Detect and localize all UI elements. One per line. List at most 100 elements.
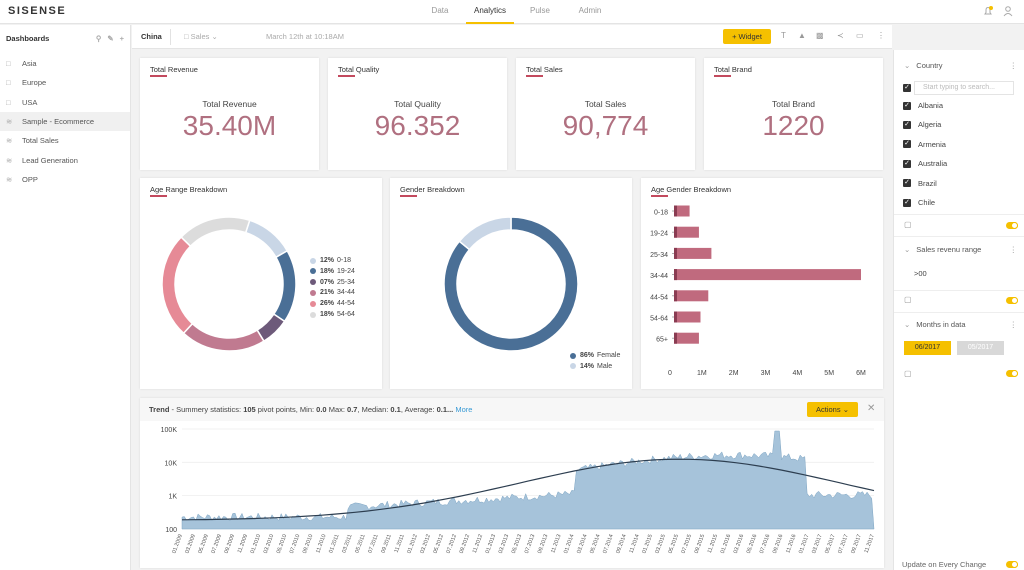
search-icon[interactable]: ⚲	[95, 33, 102, 43]
sidebar-item-opp[interactable]: ≋ OPP	[0, 170, 130, 189]
bar-19-24[interactable]	[674, 226, 699, 238]
country-checkbox-australia[interactable]: ✓ Australia	[903, 154, 1023, 173]
more-icon[interactable]: ⋮	[877, 31, 885, 40]
filter-sales-range-header[interactable]: ⌄ Sales revenu range ⋮	[894, 238, 1024, 260]
age-range-widget[interactable]: Age Range Breakdown 12% 0-18 18% 19-24 07% 25…	[140, 178, 382, 389]
nav-tab-admin[interactable]: Admin	[578, 6, 602, 15]
kpi-card-total-sales[interactable]: Total Sales Total Sales 90,774	[516, 58, 695, 170]
update-on-change-toggle[interactable]	[1006, 561, 1018, 568]
sidebar-item-asia[interactable]: □ Asia	[0, 54, 130, 73]
country-checkbox-albania[interactable]: ✓ Albania	[903, 96, 1023, 115]
filter-country-header[interactable]: ⌄ Country ⋮	[894, 54, 1024, 76]
bar-male-segment[interactable]	[674, 269, 677, 281]
donut-slice-54-64[interactable]	[180, 216, 251, 248]
trend-line[interactable]	[181, 458, 875, 521]
monitor-icon[interactable]: ▭	[856, 31, 864, 40]
bar-male-segment[interactable]	[674, 311, 677, 323]
select-all-checkbox[interactable]: ✓	[903, 78, 1023, 97]
legend-item[interactable]: 21% 34-44	[310, 289, 355, 296]
donut-slice-Male[interactable]	[458, 216, 512, 251]
kpi-card-total-revenue[interactable]: Total Revenue Total Revenue 35.40M	[140, 58, 319, 170]
bar-65+[interactable]	[674, 332, 699, 344]
chevron-down-icon: ⌄	[842, 405, 849, 414]
edit-icon[interactable]: ✎	[107, 33, 114, 43]
filters-panel: ⌄ Country ⋮ ✓ Start typing to search... ✓ A…	[893, 50, 1024, 570]
share-icon[interactable]: ≺	[837, 31, 844, 40]
bell-icon[interactable]	[982, 5, 994, 17]
donut-slice-Female[interactable]	[443, 216, 579, 352]
legend-item[interactable]: 86% Female	[570, 352, 620, 359]
bar-0-18[interactable]	[674, 205, 690, 217]
bar-44-54[interactable]	[674, 290, 709, 302]
gender-widget[interactable]: Gender Breakdown 86% Female 14% Male	[390, 178, 632, 389]
sales-range-value[interactable]: >00⇕	[914, 264, 1024, 283]
donut-slice-19-24[interactable]	[272, 249, 297, 323]
country-checkbox-algeria[interactable]: ✓ Algeria	[903, 115, 1023, 134]
trash-icon[interactable]: ▢	[904, 369, 912, 378]
month-to-button[interactable]: 05/2017	[957, 341, 1004, 355]
sales-filter-toggle[interactable]	[1006, 297, 1018, 304]
month-from-button[interactable]: 06/2017	[904, 341, 951, 355]
close-icon[interactable]: ✕	[867, 403, 876, 414]
x-tick-label: 11.2017	[864, 534, 876, 554]
sidebar-item-total-sales[interactable]: ≋ Total Sales	[0, 131, 130, 150]
country-checkbox-armenia[interactable]: ✓ Armenia	[903, 135, 1023, 154]
bar-male-segment[interactable]	[674, 332, 677, 344]
sidebar-item-europe[interactable]: □ Europe	[0, 73, 130, 92]
legend-item[interactable]: 26% 44-54	[310, 300, 355, 307]
sisense-logo[interactable]: SISENSE	[8, 5, 67, 17]
legend-dot	[310, 311, 316, 318]
more-icon[interactable]: ⋮	[1009, 60, 1018, 70]
x-tick-label: 01.2017	[798, 534, 810, 555]
bar-male-segment[interactable]	[674, 205, 677, 217]
add-widget-button[interactable]: + Widget	[723, 29, 771, 44]
country-filter-toggle[interactable]	[1006, 222, 1018, 229]
donut-slice-44-54[interactable]	[161, 236, 194, 335]
kpi-card-total-brand[interactable]: Total Brand Total Brand 1220	[704, 58, 883, 170]
bar-male-segment[interactable]	[674, 226, 677, 238]
add-icon[interactable]: +	[119, 33, 124, 43]
bar-54-64[interactable]	[674, 311, 701, 323]
filter-months-header[interactable]: ⌄ Months in data ⋮	[894, 313, 1024, 335]
sidebar-item-lead-generation[interactable]: ≋ Lead Generation	[0, 150, 130, 169]
months-filter-toggle[interactable]	[1006, 370, 1018, 377]
filter-icon[interactable]: ▲	[798, 31, 806, 40]
bar-25-34[interactable]	[674, 247, 712, 259]
donut-slice-34-44[interactable]	[182, 322, 265, 352]
trend-area[interactable]	[181, 430, 875, 530]
bar-34-44[interactable]	[674, 269, 861, 281]
nav-tab-pulse[interactable]: Pulse	[529, 6, 550, 15]
legend-item[interactable]: 12% 0-18	[310, 257, 351, 264]
kpi-card-total-quality[interactable]: Total Quality Total Quality 96.352	[328, 58, 507, 170]
bar-male-segment[interactable]	[674, 290, 677, 302]
summary-label: Summery statistics:	[176, 405, 242, 414]
folder-dropdown[interactable]: □ Sales ⌄	[184, 32, 218, 41]
more-icon[interactable]: ⋮	[1009, 319, 1018, 329]
country-checkbox-chile[interactable]: ✓ Chile	[903, 193, 1023, 212]
trash-icon[interactable]: ▢	[904, 295, 912, 304]
nav-tab-data[interactable]: Data	[431, 6, 449, 15]
legend-item[interactable]: 14% Male	[570, 363, 612, 370]
sidebar-item-usa[interactable]: □ USA	[0, 93, 130, 112]
donut-slice-0-18[interactable]	[244, 219, 289, 259]
trend-widget[interactable]: Trend - Summery statistics: 105 pivot po…	[140, 398, 884, 568]
more-icon[interactable]: ⋮	[1009, 244, 1018, 254]
country-checkbox-brazil[interactable]: ✓ Brazil	[903, 174, 1023, 193]
user-icon[interactable]	[1002, 5, 1014, 17]
sidebar-item-sample-ecommerce[interactable]: ≋ Sample - Ecommerce	[0, 111, 130, 132]
bar-male-segment[interactable]	[674, 247, 677, 259]
legend-percent: 14%	[580, 362, 595, 370]
age-gender-widget[interactable]: Age Gender Breakdown 0-18 19-24 25-34 34-44…	[641, 178, 883, 389]
country-search-input[interactable]: Start typing to search...	[914, 81, 1014, 95]
legend-item[interactable]: 07% 25-34	[310, 279, 355, 286]
legend-item[interactable]: 18% 54-64	[310, 311, 355, 318]
image-icon[interactable]: ▩	[816, 31, 824, 40]
legend-percent: 12%	[320, 257, 335, 264]
trash-icon[interactable]: ▢	[904, 220, 912, 229]
more-link[interactable]: More	[455, 405, 473, 414]
legend-item[interactable]: 18% 19-24	[310, 268, 355, 275]
x-tick-label: 01.2012	[406, 534, 418, 555]
nav-tab-analytics[interactable]: Analytics	[466, 0, 514, 24]
actions-button[interactable]: Actions ⌄	[807, 402, 858, 417]
text-icon[interactable]: T	[781, 31, 786, 40]
